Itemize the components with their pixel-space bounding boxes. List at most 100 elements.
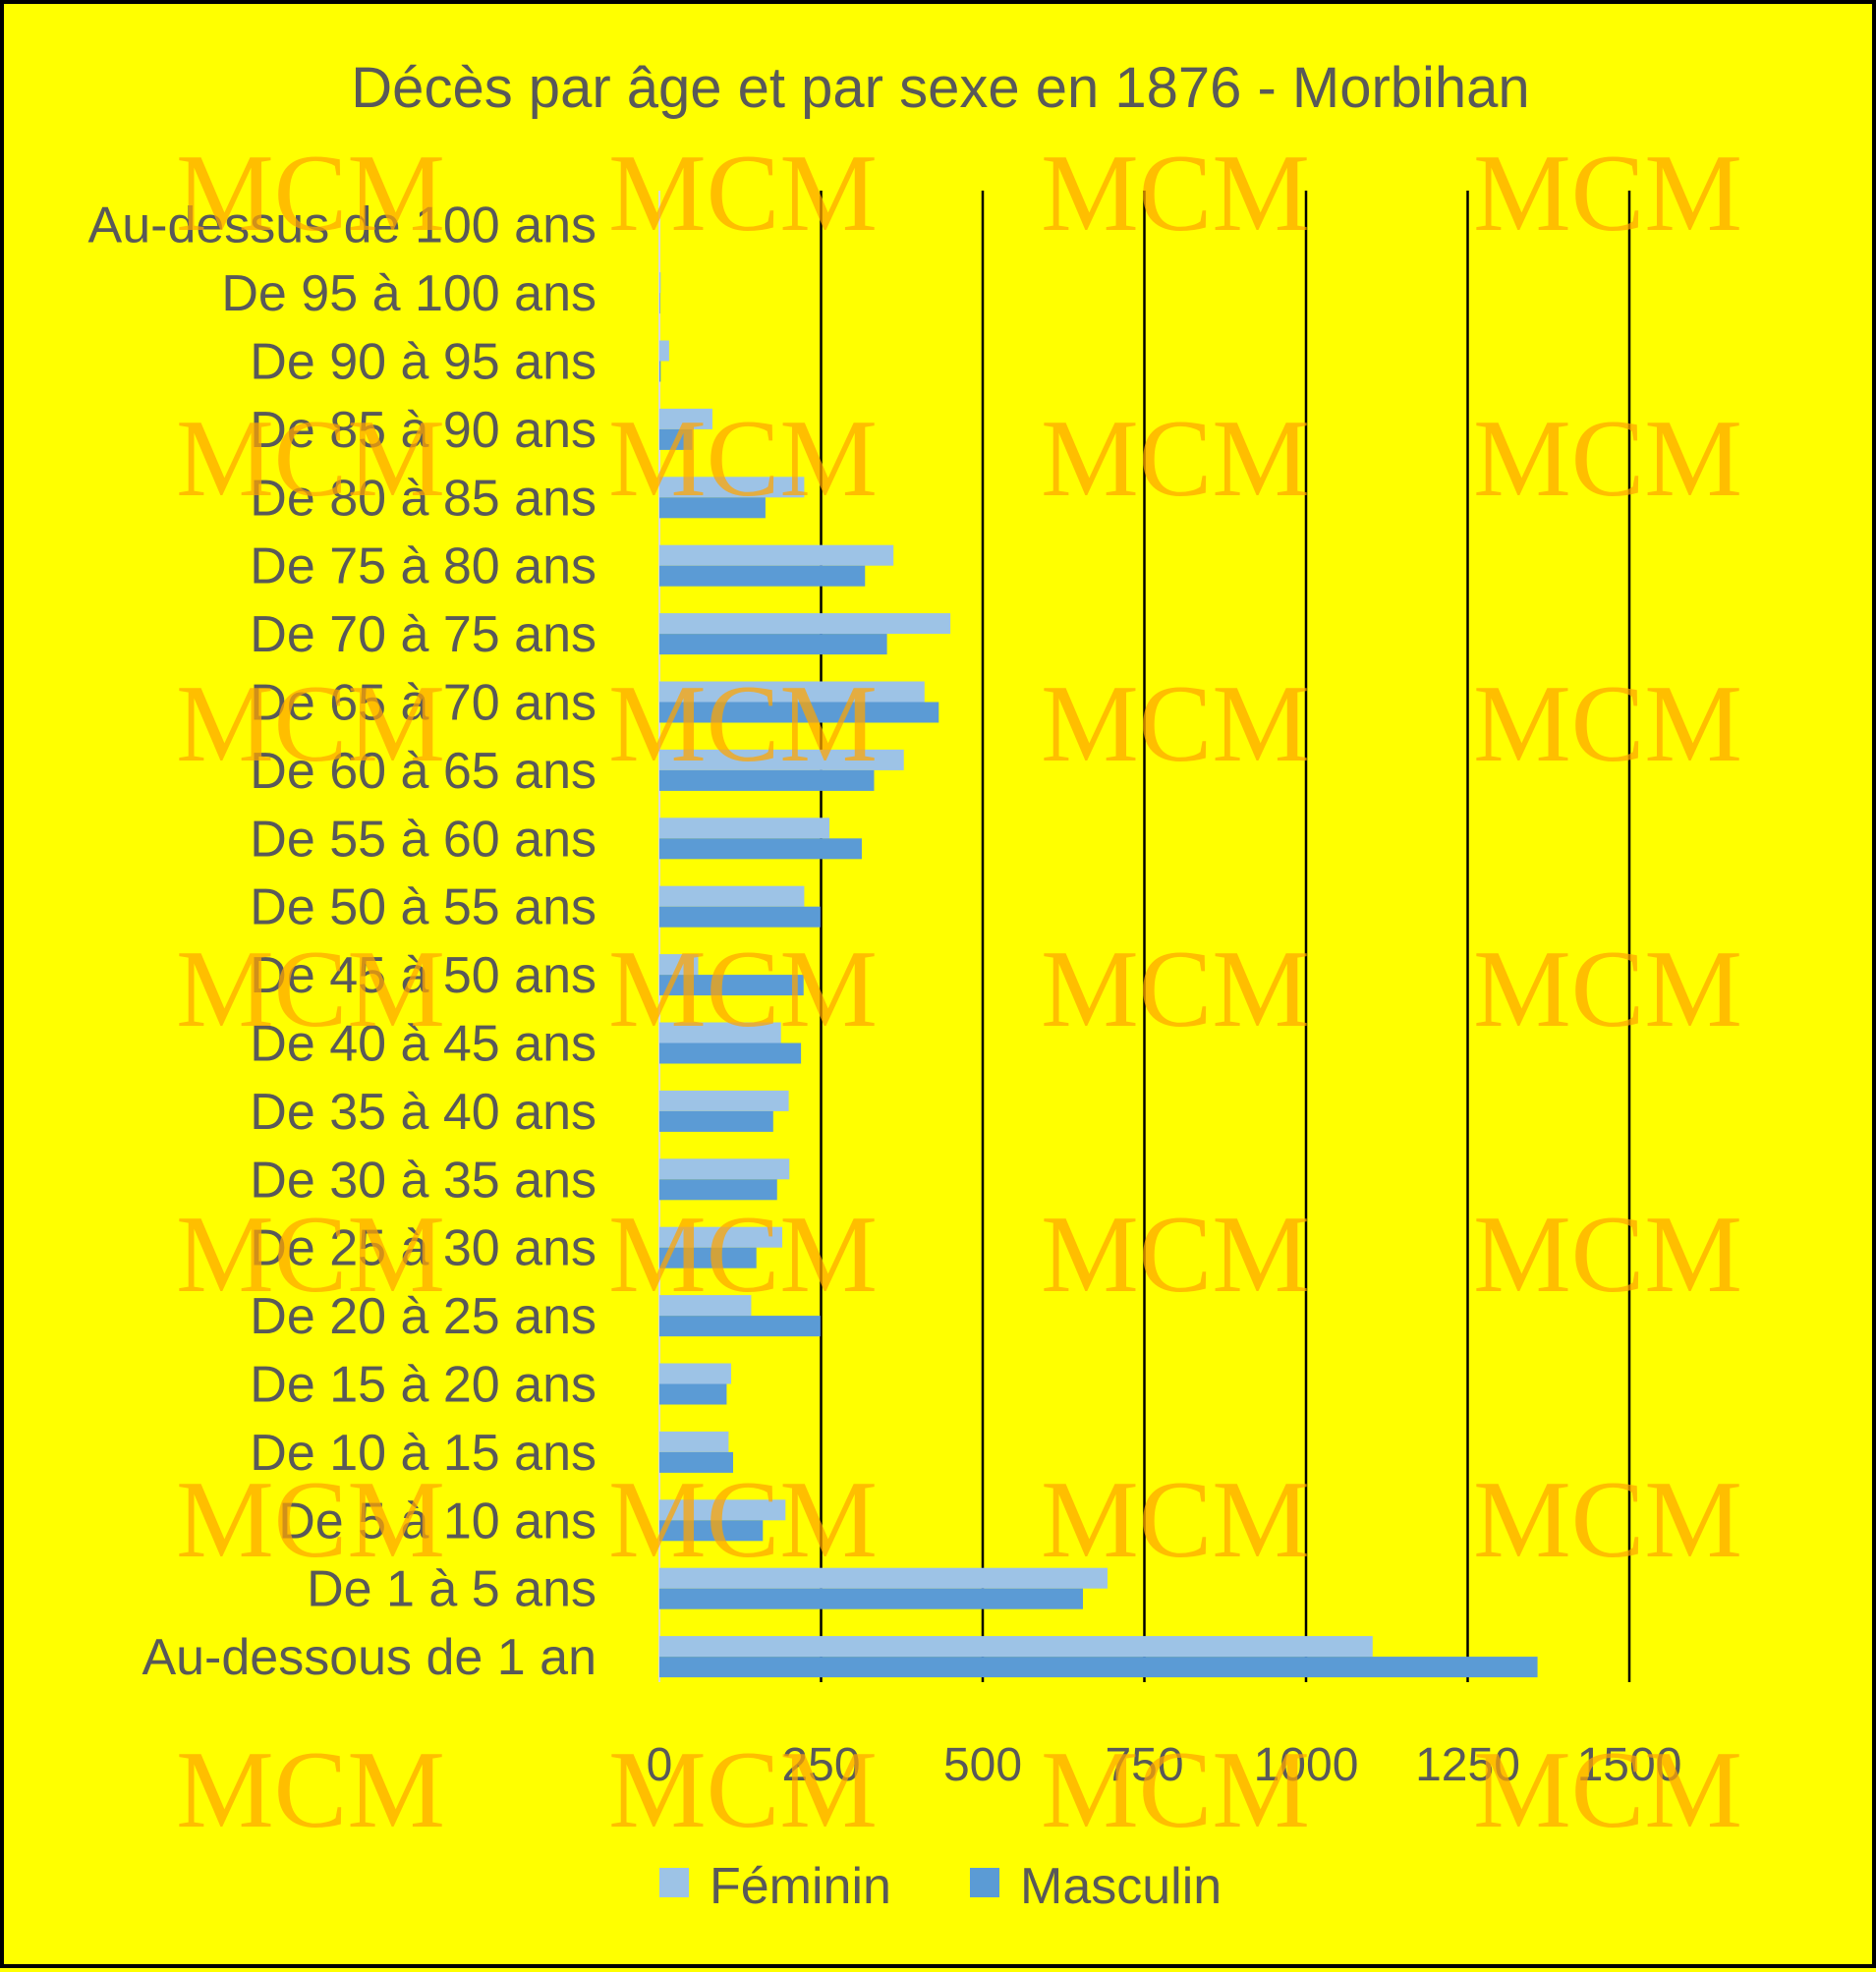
bar-masculin [659, 769, 875, 791]
bar-feminin [659, 1363, 732, 1384]
watermark-text: MCM [176, 1459, 445, 1581]
watermark-text: MCM [1473, 398, 1742, 520]
category-label: De 95 à 100 ans [221, 265, 597, 322]
watermark-text: MCM [1041, 663, 1310, 785]
category-label: De 50 à 55 ans [250, 879, 597, 936]
bar-feminin [659, 544, 894, 566]
bar-feminin [659, 272, 661, 294]
bar-feminin [659, 885, 805, 907]
bar-masculin [659, 975, 804, 996]
watermark-text: MCM [608, 398, 878, 520]
bar-masculin [659, 1179, 777, 1201]
bar-feminin [659, 477, 805, 498]
bar-masculin [659, 1451, 734, 1473]
bar-masculin [659, 1520, 764, 1542]
category-label: Au-dessus de 100 ans [88, 197, 597, 254]
bars [659, 272, 1538, 1678]
legend-swatch-masculin [970, 1868, 999, 1897]
bar-masculin [659, 838, 862, 860]
category-label: De 80 à 85 ans [250, 470, 597, 527]
bar-feminin [659, 1022, 781, 1043]
category-label: De 70 à 75 ans [250, 606, 597, 663]
gridlines [658, 191, 1631, 1682]
category-label: De 5 à 10 ans [278, 1493, 597, 1549]
category-label: De 55 à 60 ans [250, 811, 597, 868]
watermark-text: MCM [1041, 929, 1310, 1050]
category-label: De 30 à 35 ans [250, 1152, 597, 1209]
bar-masculin [659, 634, 887, 655]
watermark-text: MCM [176, 1729, 445, 1851]
category-label: De 90 à 95 ans [250, 334, 597, 391]
watermark-text: MCM [1041, 133, 1310, 254]
watermark-text: MCM [608, 663, 878, 785]
watermark: MCM MCM MCM MCM MCM MCM MCM MCM MCM MCM MCM MCM MCM M… [176, 133, 1742, 1851]
watermark-text: MCM [1041, 398, 1310, 520]
legend-swatch-feminin [659, 1868, 689, 1897]
watermark-text: MCM [1473, 1194, 1742, 1316]
bar-masculin [659, 1588, 1083, 1609]
x-tick-label: 1000 [1254, 1739, 1359, 1791]
bar-feminin [659, 1158, 790, 1180]
category-label: De 45 à 50 ans [250, 947, 597, 1004]
bar-masculin [659, 1383, 727, 1405]
watermark-text: MCM [608, 929, 878, 1050]
bar-masculin [659, 1247, 757, 1268]
watermark-text: MCM [608, 1194, 878, 1316]
watermark-text: MCM [608, 1729, 878, 1851]
watermark-text: MCM [1473, 133, 1742, 254]
legend-label-feminin: Féminin [710, 1858, 891, 1915]
x-tick-label: 750 [1105, 1739, 1183, 1791]
bar-feminin [659, 1295, 752, 1317]
category-label: De 60 à 65 ans [250, 743, 597, 800]
legend: Féminin Masculin [659, 1858, 1222, 1915]
bar-masculin [659, 1657, 1538, 1678]
bar-feminin [659, 1636, 1373, 1658]
bar-masculin [659, 1110, 773, 1132]
bar-masculin [659, 1316, 821, 1337]
x-axis-tick-labels: 0 250 500 750 1000 1250 1500 [647, 1739, 1682, 1791]
watermark-text: MCM [176, 398, 445, 520]
bar-masculin [659, 428, 693, 450]
category-label: De 25 à 30 ans [250, 1220, 597, 1277]
watermark-text: MCM [608, 1459, 878, 1581]
bar-feminin [659, 1431, 729, 1452]
watermark-text: MCM [1473, 1459, 1742, 1581]
bar-feminin [659, 1567, 1108, 1589]
bar-masculin [659, 702, 939, 723]
bar-feminin [659, 613, 951, 635]
watermark-text: MCM [1473, 929, 1742, 1050]
watermark-text: MCM [1473, 1729, 1742, 1851]
x-tick-label: 1500 [1577, 1739, 1682, 1791]
x-tick-label: 1250 [1415, 1739, 1520, 1791]
category-label: De 65 à 70 ans [250, 675, 597, 732]
bar-masculin [659, 565, 866, 587]
watermark-text: MCM [1041, 1194, 1310, 1316]
bar-feminin [659, 681, 925, 703]
watermark-text: MCM [176, 1194, 445, 1316]
bar-feminin [659, 340, 669, 362]
x-tick-label: 500 [943, 1739, 1022, 1791]
legend-label-masculin: Masculin [1020, 1858, 1222, 1915]
category-label: De 10 à 15 ans [250, 1425, 597, 1482]
bar-masculin [659, 361, 661, 382]
bar-feminin [659, 408, 712, 429]
watermark-text: MCM [1473, 663, 1742, 785]
watermark-text: MCM [608, 133, 878, 254]
chart-canvas: Décès par âge et par sexe en 1876 - Morb… [88, 56, 1742, 1915]
category-label: De 20 à 25 ans [250, 1288, 597, 1345]
bar-feminin [659, 954, 699, 976]
category-label: De 85 à 90 ans [250, 402, 597, 459]
bar-feminin [659, 817, 830, 839]
x-tick-label: 0 [647, 1739, 673, 1791]
category-label: De 35 à 40 ans [250, 1084, 597, 1141]
bar-feminin [659, 1090, 789, 1111]
bar-masculin [659, 906, 821, 928]
x-tick-label: 250 [781, 1739, 860, 1791]
category-labels: Au-dessus de 100 ans De 95 à 100 ans De 90… [88, 197, 597, 1686]
watermark-text: MCM [176, 133, 445, 254]
category-label: De 40 à 45 ans [250, 1016, 597, 1073]
bar-feminin [659, 749, 904, 770]
watermark-text: MCM [1041, 1459, 1310, 1581]
chart-title: Décès par âge et par sexe en 1876 - Morb… [351, 56, 1529, 120]
